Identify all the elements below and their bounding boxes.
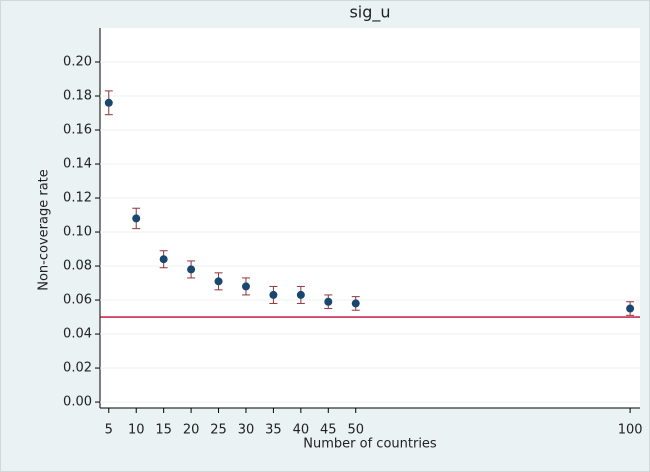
- y-tick-label: 0.02: [63, 361, 92, 376]
- x-tick-label: 5: [105, 423, 113, 438]
- point: [351, 299, 360, 308]
- point: [626, 304, 635, 313]
- y-tick-label: 0.12: [63, 191, 92, 206]
- point: [104, 98, 113, 107]
- point: [296, 290, 305, 299]
- x-tick-label: 45: [320, 423, 337, 438]
- chart-title: sig_u: [349, 3, 390, 23]
- x-tick-label: 30: [238, 423, 255, 438]
- x-axis-label: Number of countries: [303, 437, 437, 452]
- plot-area: [100, 28, 640, 408]
- point: [241, 282, 250, 291]
- x-tick-label: 10: [128, 423, 145, 438]
- point: [159, 255, 168, 264]
- point: [132, 214, 141, 223]
- y-tick-label: 0.16: [63, 123, 92, 138]
- y-tick-label: 0.14: [63, 157, 92, 172]
- x-tick-label: 15: [155, 423, 172, 438]
- y-tick-label: 0.04: [63, 327, 92, 342]
- y-tick-label: 0.00: [63, 395, 92, 410]
- point: [324, 297, 333, 306]
- y-tick-label: 0.18: [63, 89, 92, 104]
- y-axis-label: Non-coverage rate: [37, 169, 52, 291]
- x-tick-label: 25: [210, 423, 227, 438]
- x-tick-label: 35: [265, 423, 282, 438]
- x-tick-label: 20: [183, 423, 200, 438]
- point: [214, 277, 223, 286]
- y-tick-label: 0.10: [63, 225, 92, 240]
- x-tick-label: 40: [293, 423, 310, 438]
- y-tick-label: 0.08: [63, 259, 92, 274]
- point: [187, 265, 196, 274]
- x-tick-label: 50: [347, 423, 364, 438]
- x-tick-label: 100: [618, 423, 643, 438]
- y-tick-label: 0.06: [63, 293, 92, 308]
- point: [269, 290, 278, 299]
- y-tick-label: 0.20: [63, 55, 92, 70]
